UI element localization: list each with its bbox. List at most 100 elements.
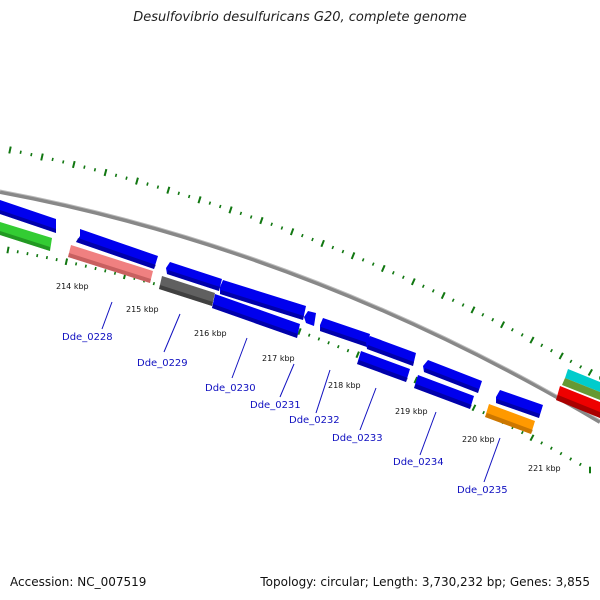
- tick-mark: [239, 211, 243, 216]
- tick-mark: [103, 168, 108, 177]
- gene-arrow-dde0235[interactable]: [496, 390, 543, 418]
- gene-arrow-green-left-edge[interactable]: [0, 222, 52, 251]
- tick-mark: [371, 262, 375, 266]
- tick-mark: [64, 258, 69, 266]
- gene-label-dde0233: Dde_0233: [332, 433, 383, 444]
- tick-mark: [401, 275, 405, 280]
- tick-mark: [16, 250, 19, 254]
- tick-mark: [500, 321, 506, 329]
- gene-arrow-dde0230a[interactable]: [166, 262, 222, 291]
- outer-tick-ring: [8, 146, 600, 380]
- kbp-label: 218 kbp: [328, 381, 361, 390]
- tick-mark: [187, 194, 191, 199]
- tick-mark: [336, 344, 340, 349]
- tick-mark: [84, 264, 87, 268]
- tick-mark: [550, 348, 553, 353]
- tick-mark: [549, 446, 553, 450]
- tick-mark: [30, 152, 33, 157]
- tick-mark: [55, 257, 58, 262]
- tick-mark: [62, 160, 65, 164]
- tick-mark: [125, 176, 128, 180]
- tick-mark: [431, 289, 435, 293]
- tick-mark: [94, 266, 97, 271]
- tick-mark: [6, 246, 10, 254]
- tick-mark: [83, 165, 86, 169]
- tick-mark: [36, 253, 39, 258]
- kbp-label: 215 kbp: [126, 305, 159, 314]
- kbp-label: 217 kbp: [262, 354, 295, 363]
- tick-mark: [413, 376, 419, 384]
- tick-mark: [461, 303, 465, 307]
- tick-mark: [327, 341, 330, 345]
- gene-arrow-dde0231[interactable]: [220, 280, 306, 320]
- tick-mark: [40, 153, 44, 161]
- gene-arrow-blue-left-edge[interactable]: [0, 200, 56, 233]
- gene-arrow-small[interactable]: [304, 311, 316, 326]
- tick-mark: [146, 182, 149, 186]
- tick-mark: [311, 237, 314, 242]
- tick-mark: [421, 284, 425, 289]
- tick-mark: [19, 150, 22, 155]
- gene-arrow-dde0233-lower[interactable]: [357, 351, 410, 382]
- kbp-labels: 214 kbp 215 kbp 216 kbp 217 kbp 218 kbp …: [56, 282, 561, 473]
- gene-arrow-dde0233[interactable]: [366, 336, 416, 366]
- gene-label-dde0234: Dde_0234: [393, 457, 444, 468]
- tick-mark: [45, 255, 49, 260]
- tick-mark: [361, 258, 365, 262]
- gene-arrow-dde0229[interactable]: [68, 245, 153, 283]
- gene-arrow-dde0228[interactable]: [76, 229, 158, 269]
- tick-mark: [341, 249, 345, 254]
- tick-mark: [197, 196, 202, 204]
- tick-mark: [410, 278, 416, 286]
- gene-arrow-dde0230-gray[interactable]: [159, 276, 215, 306]
- gene-arrow-olive-right-edge[interactable]: [562, 378, 600, 400]
- tick-mark: [104, 269, 107, 273]
- tick-mark: [440, 291, 446, 300]
- tick-mark: [451, 298, 455, 303]
- tick-mark: [74, 262, 78, 266]
- tick-mark: [579, 365, 583, 369]
- tick-mark: [72, 160, 76, 169]
- accession-label: Accession: NC_007519: [10, 575, 147, 589]
- kbp-label: 214 kbp: [56, 282, 89, 291]
- tick-mark: [558, 352, 564, 360]
- gene-arrow-dde0231-lower[interactable]: [212, 294, 300, 338]
- tick-mark: [529, 336, 535, 344]
- tick-mark: [569, 457, 573, 461]
- gene-labels: Dde_0228 Dde_0229 Dde_0230 Dde_0231 Dde_…: [62, 332, 508, 496]
- gene-arrow-red-right-edge[interactable]: [556, 386, 600, 418]
- tick-mark: [51, 157, 54, 162]
- tick-mark: [471, 404, 477, 412]
- gene-label-dde0231: Dde_0231: [250, 400, 301, 411]
- tick-mark: [578, 462, 582, 467]
- tick-mark: [510, 327, 514, 332]
- tick-mark: [228, 206, 233, 214]
- tick-mark: [520, 430, 524, 435]
- tick-mark: [93, 168, 97, 172]
- gene-label-dde0229: Dde_0229: [137, 358, 188, 369]
- tick-mark: [559, 451, 563, 456]
- tick-mark: [529, 434, 535, 442]
- kbp-label: 219 kbp: [395, 407, 428, 416]
- tick-mark: [208, 201, 212, 205]
- tick-mark: [320, 239, 325, 248]
- gene-arrow-dde0235-orange[interactable]: [485, 404, 535, 434]
- genome-summary: Topology: circular; Length: 3,730,232 bp…: [260, 575, 590, 589]
- kbp-label: 216 kbp: [194, 329, 227, 338]
- gene-arrow-dde0234[interactable]: [423, 360, 482, 393]
- tick-mark: [482, 410, 485, 415]
- tick-mark: [177, 191, 180, 196]
- tick-mark: [156, 185, 160, 189]
- gene-arrow-dde0234-lower[interactable]: [414, 375, 474, 409]
- tick-mark: [470, 306, 476, 314]
- tick-mark: [249, 215, 253, 219]
- tick-mark: [289, 228, 295, 236]
- tick-mark: [135, 177, 139, 185]
- gene-label-leaders: [101, 301, 501, 483]
- gene-arrow-cyan-right-edge[interactable]: [565, 369, 600, 392]
- tick-mark: [520, 333, 524, 337]
- kbp-label: 220 kbp: [462, 435, 495, 444]
- tick-mark: [540, 441, 544, 445]
- gene-arrow-dde0232[interactable]: [320, 318, 370, 347]
- tick-mark: [297, 328, 302, 335]
